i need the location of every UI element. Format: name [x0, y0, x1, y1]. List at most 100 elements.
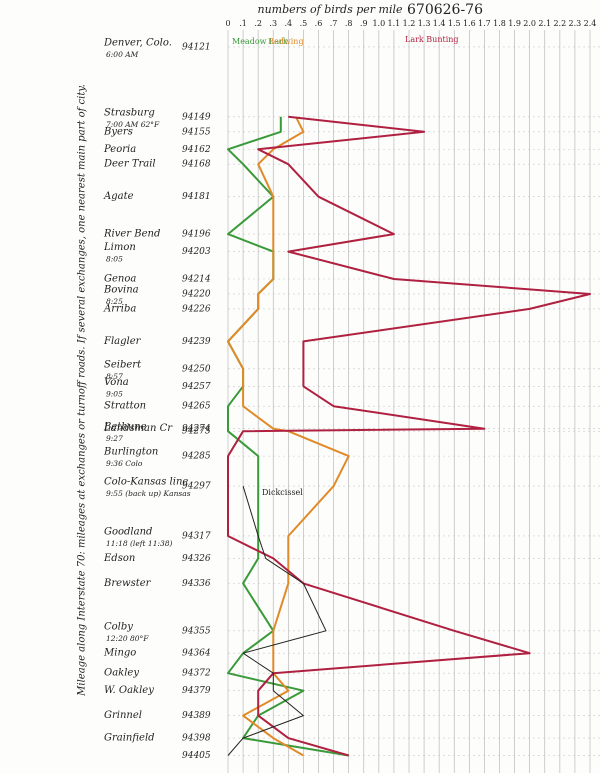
- station-name: Colby: [104, 621, 133, 632]
- station-name: Edson: [103, 553, 135, 564]
- station-note: 7:00 AM 62°F: [106, 120, 160, 129]
- x-tick-label: .5: [300, 19, 308, 28]
- station-name: Peoria: [103, 144, 136, 155]
- x-tick-label: 1.7: [478, 19, 491, 28]
- station-name: Arriba: [103, 303, 136, 314]
- x-tick-label: .7: [330, 19, 338, 28]
- station-name: Mingo: [103, 648, 136, 659]
- station-name: Seibert: [104, 359, 142, 370]
- station-name: River Bend: [103, 229, 160, 240]
- station-note: 8:05: [106, 255, 123, 264]
- legend-label: Redwing: [268, 37, 304, 46]
- milepost-label: 94274: [182, 424, 211, 434]
- station-name: Landsman Cr: [103, 423, 173, 434]
- station-name: Oakley: [104, 668, 139, 679]
- x-tick-label: .4: [285, 19, 293, 28]
- milepost-label: 94326: [182, 554, 211, 564]
- x-tick-label: .1: [239, 19, 247, 28]
- series-line: [227, 115, 591, 757]
- x-tick-label: 1.6: [463, 19, 476, 28]
- milepost-label: 94121: [182, 42, 211, 52]
- station-name: Brewster: [103, 578, 152, 589]
- y-axis-label: Mileage along Interstate 70: mileages at…: [77, 84, 88, 697]
- station-name: Stratton: [104, 401, 146, 412]
- milepost-label: 94372: [182, 669, 211, 679]
- series-line: [227, 485, 327, 756]
- milepost-label: 94364: [182, 649, 211, 659]
- station-name: W. Oakley: [104, 685, 154, 696]
- station-note: 11:18 (left 11:38): [106, 539, 173, 548]
- station-name: Strasburg: [104, 107, 155, 118]
- legend-label: Dickcissel: [262, 488, 303, 497]
- x-tick-label: .2: [254, 19, 262, 28]
- station-name: Limon: [103, 242, 136, 253]
- milepost-label: 94239: [182, 337, 211, 347]
- milepost-label: 94265: [182, 402, 211, 412]
- x-tick-label: 1.2: [403, 19, 416, 28]
- station-note: 6:00 AM: [106, 50, 139, 59]
- milepost-label: 94389: [182, 711, 211, 721]
- x-tick-label: 1.1: [388, 19, 401, 28]
- x-tick-label: 1.5: [448, 19, 461, 28]
- station-name: Vona: [104, 377, 129, 388]
- milepost-label: 94155: [182, 127, 211, 137]
- station-note: 8:25: [106, 297, 123, 306]
- station-name: Goodland: [104, 526, 152, 537]
- station-name: Genoa: [104, 273, 136, 284]
- station-name: Bovina: [103, 284, 139, 295]
- x-tick-label: 2.1: [538, 19, 551, 28]
- x-tick-label: .3: [269, 19, 277, 28]
- milepost-label: 94168: [182, 160, 211, 170]
- milepost-label: 94250: [182, 364, 211, 374]
- station-note: 9:55 (back up) Kansas: [106, 489, 191, 498]
- legend-label: Lark Bunting: [405, 35, 459, 44]
- series-line: [227, 116, 349, 757]
- station-name: Grinnel: [104, 710, 142, 721]
- x-tick-label: 1.8: [493, 19, 506, 28]
- station-name: Flagler: [103, 336, 142, 347]
- milepost-label: 94220: [182, 289, 211, 299]
- milepost-label: 94149: [182, 112, 211, 122]
- station-note: 12:20 80°F: [106, 634, 149, 643]
- milepost-label: 94257: [182, 382, 211, 392]
- legend-label: Meadow Lark: [232, 37, 288, 46]
- milepost-label: 94285: [182, 452, 211, 462]
- milepost-label: 94297: [182, 482, 211, 492]
- x-tick-label: 2.4: [584, 19, 597, 28]
- x-tick-label: 1.0: [372, 19, 385, 28]
- station-name: Colo-Kansas line: [104, 477, 188, 488]
- station-note: 9:27: [106, 434, 123, 443]
- station-name: Burlington: [103, 447, 158, 458]
- milepost-label: 94181: [182, 192, 211, 202]
- x-tick-label: 2.3: [569, 19, 582, 28]
- milepost-label: 94214: [182, 274, 211, 284]
- x-tick-label: 2.2: [553, 19, 566, 28]
- milepost-label: 94336: [182, 579, 211, 589]
- x-tick-label: 0: [225, 19, 230, 28]
- x-tick-label: 1.9: [508, 19, 521, 28]
- station-name: Deer Trail: [103, 159, 156, 170]
- x-tick-label: .9: [360, 19, 368, 28]
- x-tick-label: .6: [315, 19, 323, 28]
- milepost-label: 94355: [182, 626, 211, 636]
- series-line: [227, 116, 350, 757]
- milepost-label: 94162: [182, 145, 211, 155]
- station-name: Byers: [103, 126, 133, 137]
- station-note: 9:05: [106, 389, 123, 398]
- milepost-label: 94275: [182, 427, 211, 437]
- x-tick-label: 1.3: [418, 19, 431, 28]
- x-axis-label: numbers of birds per mile: [257, 3, 403, 16]
- station-note: 9:36 Colo: [106, 459, 143, 468]
- station-name: Agate: [103, 191, 134, 202]
- milepost-label: 94196: [182, 230, 211, 240]
- x-tick-label: 1.4: [433, 19, 446, 28]
- station-name: Bethune: [103, 422, 147, 433]
- milepost-label: 94398: [182, 734, 211, 744]
- station-note: 8:57: [106, 372, 123, 381]
- milepost-label: 94379: [182, 686, 211, 696]
- milepost-label: 94405: [182, 751, 211, 761]
- chart-title: 670626-76: [407, 2, 483, 18]
- station-name: Denver, Colo.: [103, 37, 172, 48]
